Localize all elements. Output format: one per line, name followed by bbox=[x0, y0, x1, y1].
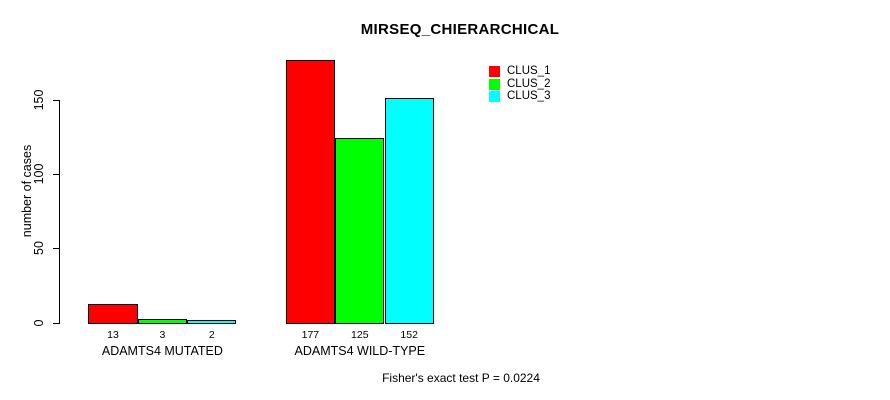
legend-item-clus_2: CLUS_2 bbox=[489, 77, 551, 90]
bar-value-label: 177 bbox=[301, 328, 320, 341]
bar-clus_2 bbox=[335, 137, 385, 324]
y-axis-tick bbox=[53, 174, 59, 176]
bar-clus_3 bbox=[384, 97, 434, 324]
bar-clus_1 bbox=[88, 303, 138, 324]
legend: CLUS_1 CLUS_2 CLUS_3 bbox=[489, 65, 551, 102]
y-axis-line bbox=[59, 100, 60, 324]
legend-label: CLUS_3 bbox=[507, 90, 551, 102]
y-axis-tick bbox=[53, 322, 59, 324]
legend-swatch-icon bbox=[489, 66, 500, 77]
y-axis-tick-label: 100 bbox=[32, 163, 46, 185]
bar-clus_2 bbox=[137, 318, 188, 324]
y-axis-tick bbox=[53, 248, 59, 250]
legend-item-clus_1: CLUS_1 bbox=[489, 65, 551, 77]
bar-value-label: 13 bbox=[107, 328, 119, 341]
legend-item-clus_3: CLUS_3 bbox=[489, 90, 551, 102]
bar-clus_3 bbox=[187, 319, 237, 324]
y-axis-tick-label: 0 bbox=[32, 319, 46, 326]
chart-title: MIRSEQ_CHIERARCHICAL bbox=[360, 21, 560, 38]
y-axis-tick bbox=[53, 100, 59, 101]
x-axis-category-label: ADAMTS4 WILD-TYPE bbox=[294, 344, 426, 358]
footnote: Fisher's exact test P = 0.0224 bbox=[382, 371, 540, 385]
legend-swatch-icon bbox=[489, 78, 500, 90]
y-axis-tick-label: 150 bbox=[32, 89, 46, 111]
y-axis-label: number of cases bbox=[20, 144, 34, 238]
legend-swatch-icon bbox=[489, 91, 500, 102]
x-axis-category-label: ADAMTS4 MUTATED bbox=[101, 344, 223, 358]
legend-label: CLUS_2 bbox=[507, 77, 551, 90]
bar-clus_1 bbox=[285, 59, 336, 324]
bar-value-label: 3 bbox=[159, 328, 166, 341]
bar-value-label: 2 bbox=[208, 328, 215, 341]
bar-value-label: 152 bbox=[400, 328, 418, 341]
legend-label: CLUS_1 bbox=[507, 65, 551, 77]
y-axis-tick-label: 50 bbox=[32, 241, 46, 256]
bar-value-label: 125 bbox=[351, 328, 369, 341]
